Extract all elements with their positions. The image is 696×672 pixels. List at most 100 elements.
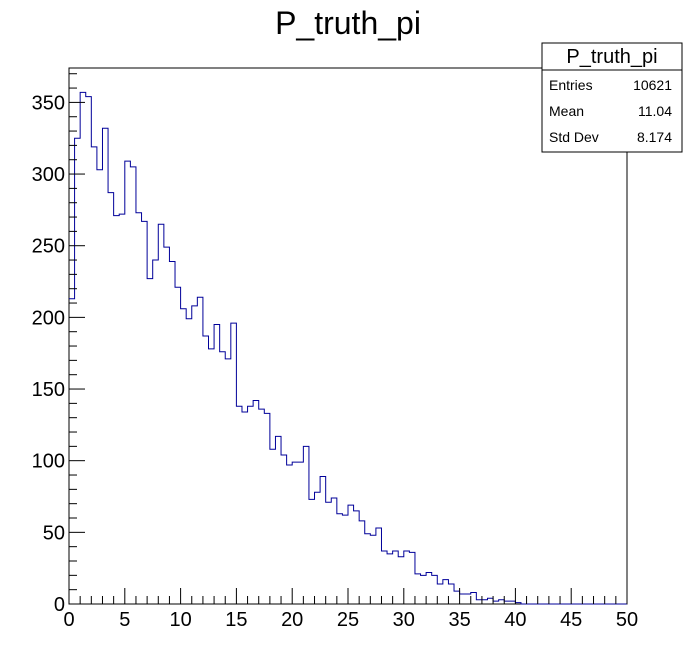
- axes: 0 5 10 15 20 25 30 35 40 45 50 0 50 100 150 200 250 300 35…: [32, 73, 638, 631]
- histogram-bin: [114, 216, 120, 604]
- histogram-bin: [387, 554, 393, 604]
- histogram-bin: [281, 455, 287, 604]
- histogram-bin: [253, 400, 259, 604]
- histogram-bin: [236, 406, 242, 604]
- histogram-bin: [181, 309, 187, 604]
- histogram-bin: [270, 449, 276, 604]
- histogram-bin: [164, 247, 170, 604]
- histogram-bin: [348, 505, 354, 604]
- histogram-bin: [203, 336, 209, 604]
- histogram-bin: [142, 221, 148, 604]
- histogram-bin: [248, 406, 254, 604]
- y-tick-label: 250: [32, 236, 65, 258]
- x-tick-label: 0: [63, 609, 74, 631]
- histogram-bin: [409, 552, 415, 604]
- histogram-bin: [136, 213, 142, 604]
- histogram-bin: [437, 584, 443, 604]
- histogram-bin: [393, 551, 399, 604]
- x-tick-label: 10: [169, 609, 191, 631]
- histogram-bin: [488, 598, 494, 604]
- x-tick-label: 40: [504, 609, 526, 631]
- histogram-bin: [426, 572, 432, 604]
- histogram-bin: [326, 502, 332, 604]
- histogram-bin: [298, 462, 304, 604]
- histogram-bin: [471, 593, 477, 604]
- histogram-bin: [186, 319, 192, 604]
- histogram-bin: [169, 261, 175, 604]
- histogram-bin: [460, 594, 466, 604]
- histogram-bin: [125, 161, 131, 604]
- histogram-bin: [197, 297, 203, 604]
- x-tick-label: 30: [393, 609, 415, 631]
- histogram-bin: [287, 465, 293, 604]
- histogram-bin: [91, 147, 97, 604]
- histogram-bin: [309, 499, 315, 604]
- stats-entries-value: 10621: [633, 77, 672, 93]
- histogram-bin: [292, 462, 298, 604]
- histogram-bin: [214, 325, 220, 604]
- histogram-bin: [448, 584, 454, 604]
- stats-entries-label: Entries: [549, 77, 593, 93]
- histogram-bin: [147, 279, 153, 604]
- chart-title: P_truth_pi: [275, 5, 421, 41]
- x-tick-label: 45: [560, 609, 582, 631]
- histogram-bin: [153, 260, 159, 604]
- histogram-bin: [220, 352, 226, 604]
- histogram-bin: [404, 551, 410, 604]
- histogram-bin: [443, 580, 449, 604]
- histogram-bin: [264, 413, 270, 604]
- x-tick-label: 15: [225, 609, 247, 631]
- x-tick-label: 35: [448, 609, 470, 631]
- histogram-bin: [499, 600, 505, 604]
- y-tick-label: 100: [32, 451, 65, 473]
- histogram-bin: [275, 436, 281, 604]
- histogram-bin: [476, 600, 482, 604]
- histogram-bin: [259, 409, 265, 604]
- histogram-bin: [231, 323, 237, 604]
- histogram-bin: [242, 412, 248, 604]
- histogram-bin: [432, 575, 438, 604]
- histogram-bin: [415, 574, 421, 604]
- histogram-bin: [303, 446, 309, 604]
- histogram-bin: [376, 528, 382, 604]
- histogram-bin: [381, 551, 387, 604]
- y-tick-label: 300: [32, 164, 65, 186]
- y-tick-label: 0: [54, 594, 65, 616]
- histogram-bin: [354, 511, 360, 604]
- histogram-bin: [86, 97, 92, 604]
- x-tick-label: 5: [119, 609, 130, 631]
- histogram-bin: [337, 514, 343, 604]
- y-tick-label: 150: [32, 379, 65, 401]
- histogram-bin: [454, 591, 460, 604]
- histogram-bin: [365, 534, 371, 604]
- histogram-bin: [370, 535, 376, 604]
- stats-stddev-value: 8.174: [637, 129, 672, 145]
- y-tick-label: 200: [32, 307, 65, 329]
- stats-stddev-label: Std Dev: [549, 129, 599, 145]
- histogram-bin: [102, 128, 108, 604]
- histogram-bin: [209, 349, 215, 604]
- stats-mean-label: Mean: [549, 103, 584, 119]
- stats-box-frame: [541, 42, 683, 153]
- histogram-bin: [320, 476, 326, 604]
- histogram-bin: [192, 306, 198, 604]
- histogram-bin: [421, 575, 427, 604]
- histogram-bin: [465, 594, 471, 604]
- histogram-bin: [75, 138, 81, 604]
- histogram-outline: [69, 91, 627, 605]
- histogram-bin: [342, 515, 348, 604]
- histogram-series: [69, 91, 627, 605]
- histogram-bin: [80, 92, 86, 604]
- x-tick-label: 25: [337, 609, 359, 631]
- histogram-bin: [482, 600, 488, 604]
- stats-box-title: P_truth_pi: [566, 46, 657, 68]
- x-tick-label: 50: [616, 609, 638, 631]
- y-tick-label: 50: [43, 522, 65, 544]
- histogram-bin: [175, 287, 181, 604]
- x-tick-label: 20: [281, 609, 303, 631]
- histogram-bin: [130, 167, 136, 604]
- stats-mean-value: 11.04: [638, 103, 672, 119]
- histogram-bin: [97, 170, 103, 604]
- histogram-bin: [315, 492, 321, 604]
